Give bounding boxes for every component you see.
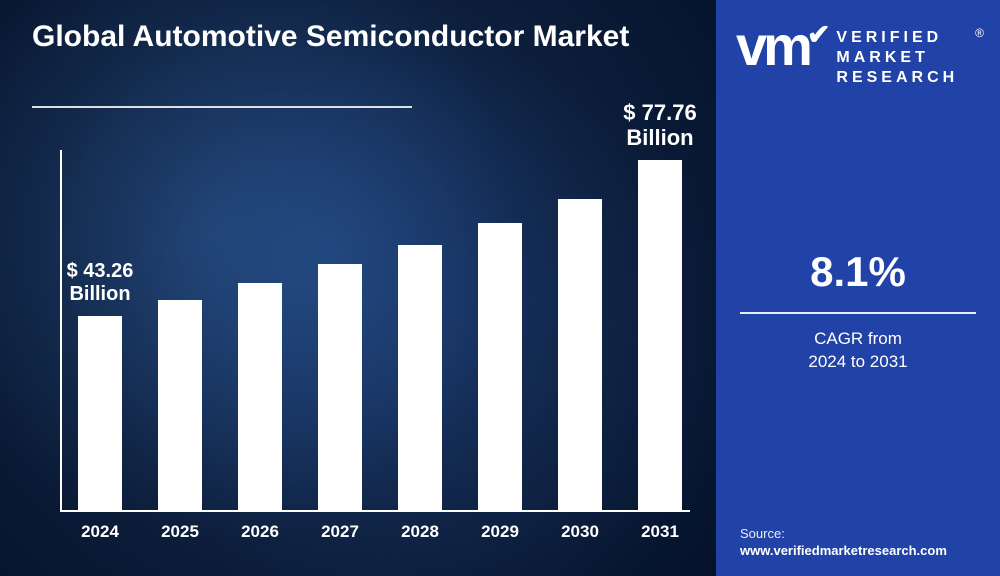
bar xyxy=(78,316,122,512)
cagr-subtitle: CAGR from2024 to 2031 xyxy=(740,328,976,374)
cagr-underline xyxy=(740,312,976,314)
cagr-block: 8.1% CAGR from2024 to 2031 xyxy=(740,248,976,374)
infographic-root: Global Automotive Semiconductor Market 2… xyxy=(0,0,1000,576)
bars-container xyxy=(60,150,676,512)
bar xyxy=(558,199,602,512)
value-callout: $ 43.26Billion xyxy=(50,260,150,306)
source-link[interactable]: www.verifiedmarketresearch.com xyxy=(740,543,990,558)
x-tick-label: 2024 xyxy=(68,522,132,542)
sidebar-panel: vm✔ VERIFIED MARKET RESEARCH ® 8.1% CAGR… xyxy=(716,0,1000,576)
source-label: Source: xyxy=(740,526,990,541)
logo-wordmark: VERIFIED MARKET RESEARCH xyxy=(836,28,958,88)
logo-line-2: MARKET xyxy=(836,48,958,68)
x-tick-label: 2027 xyxy=(308,522,372,542)
brand-logo: vm✔ VERIFIED MARKET RESEARCH ® xyxy=(736,24,980,88)
bar-chart: 2024 2025 2026 2027 2028 2029 2030 2031 $ 43.26… xyxy=(0,0,716,576)
value-callout: $ 77.76Billion xyxy=(610,100,710,151)
x-tick-label: 2025 xyxy=(148,522,212,542)
x-tick-label: 2030 xyxy=(548,522,612,542)
x-tick-label: 2026 xyxy=(228,522,292,542)
logo-line-1: VERIFIED xyxy=(836,28,958,48)
x-tick-label: 2029 xyxy=(468,522,532,542)
registered-icon: ® xyxy=(975,26,984,40)
x-tick-label: 2028 xyxy=(388,522,452,542)
bar xyxy=(318,264,362,512)
bar xyxy=(638,160,682,512)
x-tick-label: 2031 xyxy=(628,522,692,542)
bar xyxy=(478,223,522,512)
logo-check-icon: ✔ xyxy=(807,24,826,46)
cagr-percent: 8.1% xyxy=(740,248,976,296)
bar xyxy=(238,283,282,512)
bar xyxy=(398,245,442,512)
chart-panel: Global Automotive Semiconductor Market 2… xyxy=(0,0,716,576)
logo-mark-icon: vm✔ xyxy=(736,24,826,69)
logo-line-3: RESEARCH xyxy=(836,68,958,88)
bar xyxy=(158,300,202,512)
logo-mark-text: vm xyxy=(736,24,809,69)
source-block: Source: www.verifiedmarketresearch.com xyxy=(740,526,990,558)
